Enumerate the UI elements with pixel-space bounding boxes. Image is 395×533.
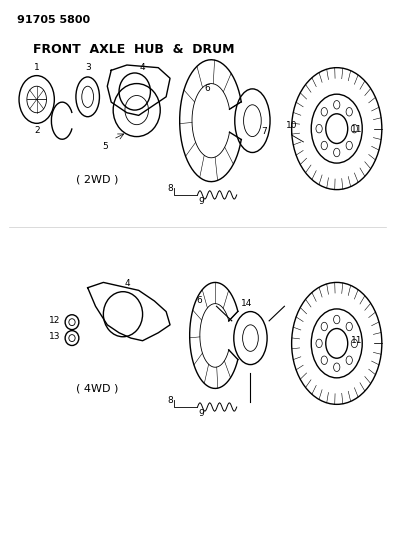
Text: 11: 11 xyxy=(351,125,362,134)
Text: 91705 5800: 91705 5800 xyxy=(17,15,90,25)
Text: 6: 6 xyxy=(205,84,210,93)
Text: ( 4WD ): ( 4WD ) xyxy=(76,383,118,393)
Text: 9: 9 xyxy=(199,409,204,418)
Text: 13: 13 xyxy=(49,332,60,341)
Text: 14: 14 xyxy=(241,299,252,308)
Text: 8: 8 xyxy=(167,395,173,405)
Text: ( 2WD ): ( 2WD ) xyxy=(76,174,118,184)
Text: 9: 9 xyxy=(199,197,204,206)
Text: 12: 12 xyxy=(49,316,60,325)
Text: 4: 4 xyxy=(140,63,145,72)
Text: 7: 7 xyxy=(261,127,267,136)
Text: 6: 6 xyxy=(197,296,202,305)
Text: 4: 4 xyxy=(124,279,130,288)
Text: 2: 2 xyxy=(34,126,40,135)
Text: FRONT  AXLE  HUB  &  DRUM: FRONT AXLE HUB & DRUM xyxy=(33,43,234,55)
Text: 10: 10 xyxy=(286,122,297,131)
Text: 11: 11 xyxy=(351,336,362,345)
Text: 5: 5 xyxy=(102,142,108,151)
Text: 3: 3 xyxy=(85,63,90,72)
Text: 8: 8 xyxy=(167,183,173,192)
Text: 1: 1 xyxy=(34,63,40,72)
